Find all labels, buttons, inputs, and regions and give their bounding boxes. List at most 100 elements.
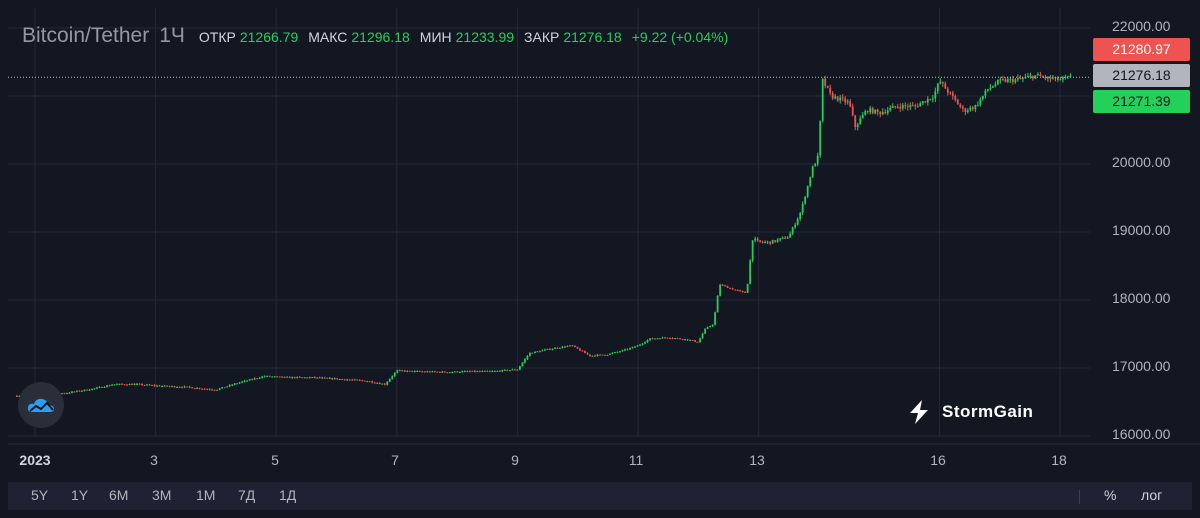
range-5y-button[interactable]: 5Y xyxy=(31,487,49,503)
candle-body xyxy=(651,338,654,340)
candle-body xyxy=(724,285,727,287)
candle-body xyxy=(453,371,456,373)
percent-scale-toggle[interactable]: % xyxy=(1104,487,1117,503)
candle-body xyxy=(1006,79,1009,82)
candle-body xyxy=(689,340,691,342)
candle-body xyxy=(621,350,624,352)
grid-lines xyxy=(8,8,1200,445)
candle-body xyxy=(674,338,676,340)
candle-body xyxy=(599,354,601,356)
candle-body xyxy=(486,370,489,372)
brand-name: StormGain xyxy=(942,402,1034,421)
candle-body xyxy=(656,338,659,340)
candle-body xyxy=(441,371,444,373)
range-1y-button[interactable]: 1Y xyxy=(71,487,89,503)
candle-body xyxy=(614,352,616,354)
candle-body xyxy=(924,101,927,103)
log-scale-toggle[interactable]: лог xyxy=(1141,487,1163,503)
candle-body xyxy=(461,371,464,373)
candle-body xyxy=(719,284,721,296)
range-7d-button[interactable]: 7Д xyxy=(238,487,256,503)
candle-body xyxy=(466,371,469,373)
candle-body xyxy=(669,337,671,339)
candle-body xyxy=(1049,76,1052,79)
range-3m-button[interactable]: 3M xyxy=(152,487,172,503)
candle-body xyxy=(579,348,581,351)
candle-body xyxy=(243,380,246,382)
candle-body xyxy=(611,352,614,354)
candle-body xyxy=(108,385,111,387)
candle-body xyxy=(368,381,371,383)
candle-body xyxy=(121,383,123,385)
candle-body xyxy=(739,290,742,292)
x-tick: 7 xyxy=(391,452,399,468)
candle-body xyxy=(566,346,569,348)
candle-body xyxy=(288,376,291,378)
candle-body xyxy=(996,80,999,85)
candle-body xyxy=(98,386,101,388)
candle-body xyxy=(1064,77,1067,79)
range-1m-button[interactable]: 1M xyxy=(196,487,216,503)
candle-body xyxy=(664,337,666,339)
candle-body xyxy=(468,371,471,373)
candle-body xyxy=(388,378,391,382)
candle-body xyxy=(809,177,812,186)
candle-body xyxy=(418,371,421,373)
candle-body xyxy=(644,342,646,344)
candle-body xyxy=(764,241,767,243)
candle-body xyxy=(916,106,919,108)
candle-body xyxy=(178,387,181,389)
candle-body xyxy=(591,355,594,357)
range-6m-button[interactable]: 6M xyxy=(109,487,129,503)
candle-body xyxy=(498,370,501,372)
candle-body xyxy=(71,391,73,393)
candle-body xyxy=(524,359,526,363)
candle-body xyxy=(508,370,511,372)
candle-body xyxy=(896,106,899,108)
candle-body xyxy=(741,290,744,292)
candle-body xyxy=(113,384,116,386)
candle-body xyxy=(413,371,416,373)
candle-body xyxy=(231,384,234,386)
candle-body xyxy=(731,288,734,290)
candle-body xyxy=(694,340,696,342)
range-1d-button[interactable]: 1Д xyxy=(279,487,297,503)
candle-body xyxy=(631,346,634,349)
candle-body xyxy=(261,376,264,378)
candle-body xyxy=(298,376,301,378)
candle-body xyxy=(659,338,661,340)
high-value: 21296.18 xyxy=(351,29,410,45)
candle-body xyxy=(704,328,706,334)
candle-body xyxy=(594,355,596,357)
candle-body xyxy=(589,354,591,357)
candle-body xyxy=(574,345,576,347)
candle-body xyxy=(293,377,296,379)
candle-body xyxy=(401,370,404,372)
candle-body xyxy=(859,118,862,125)
candle-body xyxy=(478,371,481,373)
candle-body xyxy=(398,370,401,372)
candle-body xyxy=(634,346,636,348)
candle-body xyxy=(754,238,757,241)
cloud-logo-button[interactable] xyxy=(18,382,64,428)
candle-body xyxy=(1059,79,1062,81)
candle-body xyxy=(971,107,974,110)
candle-body xyxy=(941,81,944,84)
candle-body xyxy=(934,91,937,99)
candle-body xyxy=(541,350,544,352)
candle-body xyxy=(794,224,797,228)
candle-body xyxy=(248,379,251,381)
candle-body xyxy=(699,338,701,343)
candle-body xyxy=(1042,76,1044,78)
candle-body xyxy=(1052,78,1054,80)
candle-body xyxy=(278,376,281,378)
candle-body xyxy=(341,379,344,381)
candle-body xyxy=(676,338,679,340)
candle-body xyxy=(1057,76,1059,80)
candle-body xyxy=(596,354,599,356)
candle-body xyxy=(684,339,686,341)
candle-body xyxy=(976,104,979,106)
candle-body xyxy=(654,338,656,340)
candle-body xyxy=(539,351,541,353)
